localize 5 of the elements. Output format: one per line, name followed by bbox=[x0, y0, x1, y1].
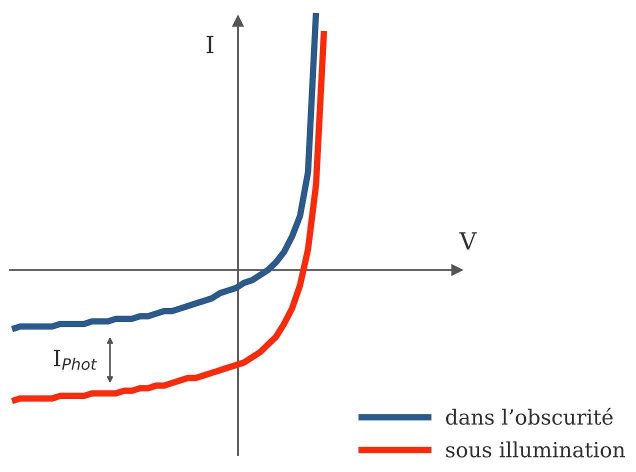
legend-label: dans l’obscurité bbox=[446, 408, 613, 425]
text: V bbox=[459, 232, 477, 250]
annotation: I$_{Phot}$ bbox=[54, 350, 97, 370]
y-axis-title: I bbox=[206, 36, 214, 54]
legend-label: sous illumination bbox=[446, 441, 626, 458]
